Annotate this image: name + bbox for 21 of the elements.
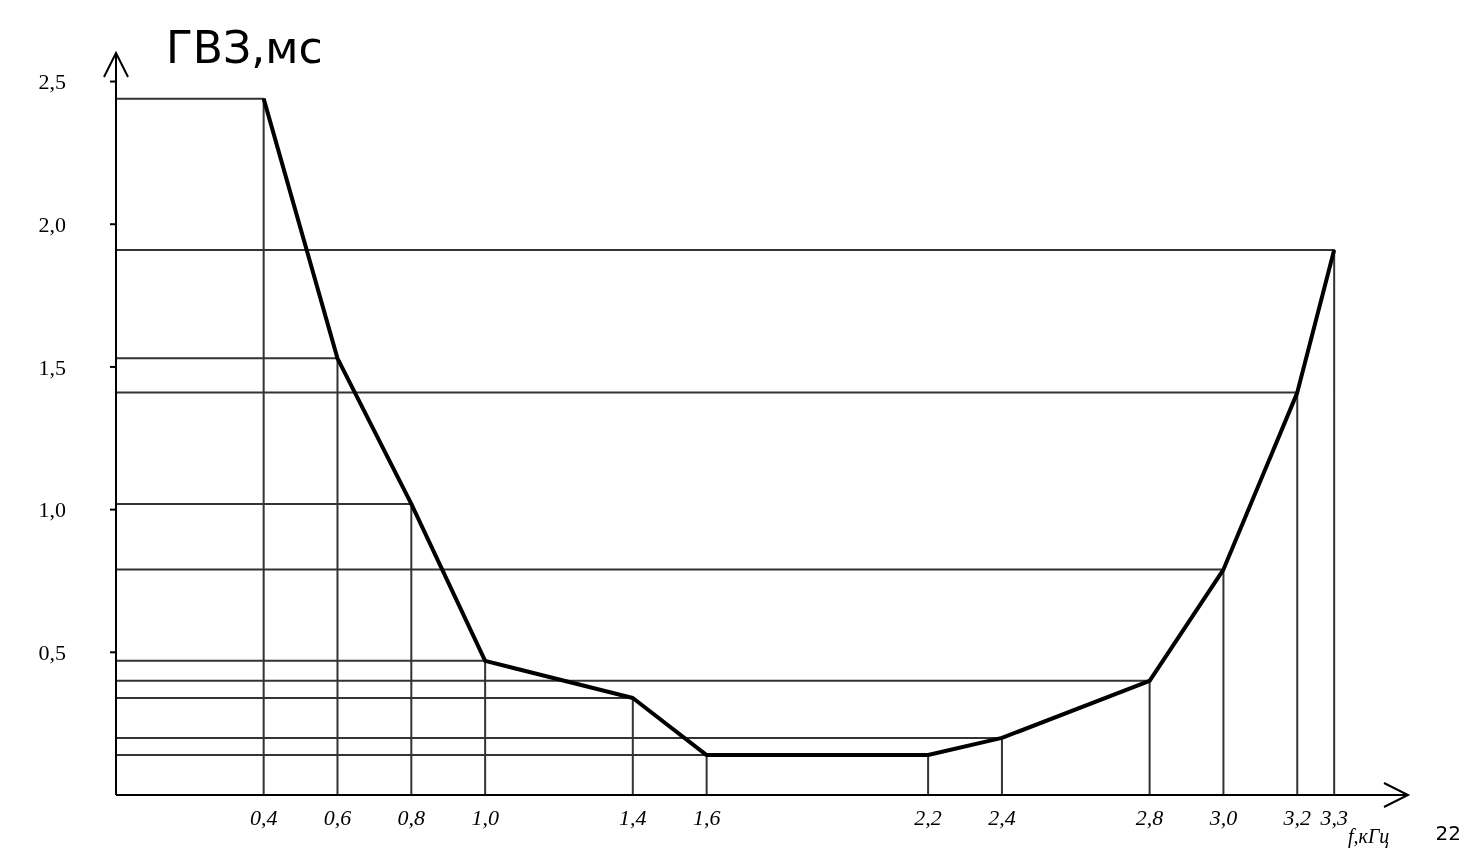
y-tick-label: 0,5 — [38, 640, 66, 666]
line-series — [261, 96, 1337, 758]
y-tick-label: 1,5 — [38, 354, 66, 380]
x-tick-label: 0,6 — [323, 805, 352, 830]
x-tick-label: 1,4 — [619, 805, 647, 830]
x-tick-label: 3,0 — [1208, 805, 1238, 830]
y-tick-label: 2,5 — [38, 69, 66, 95]
x-tick-label: 2,4 — [988, 805, 1016, 830]
x-axis-title: f,кГц — [1348, 825, 1390, 848]
x-tick-label: 3,3 — [1319, 805, 1348, 830]
y-axis-title: ГВЗ,мс — [166, 22, 323, 73]
x-tick-label: 2,2 — [914, 805, 942, 830]
x-tick-label: 0,8 — [397, 805, 426, 830]
text: 22 — [1435, 821, 1461, 845]
y-tick-label: 2,0 — [38, 211, 66, 237]
x-tick-label: 0,4 — [249, 805, 278, 830]
x-tick-label: 3,2 — [1282, 805, 1312, 830]
x-tick-label: 1,6 — [692, 805, 721, 830]
y-tick-label: 1,0 — [38, 497, 66, 523]
x-tick-label: 2,8 — [1135, 805, 1164, 830]
x-tick-label: 1,0 — [471, 805, 499, 830]
